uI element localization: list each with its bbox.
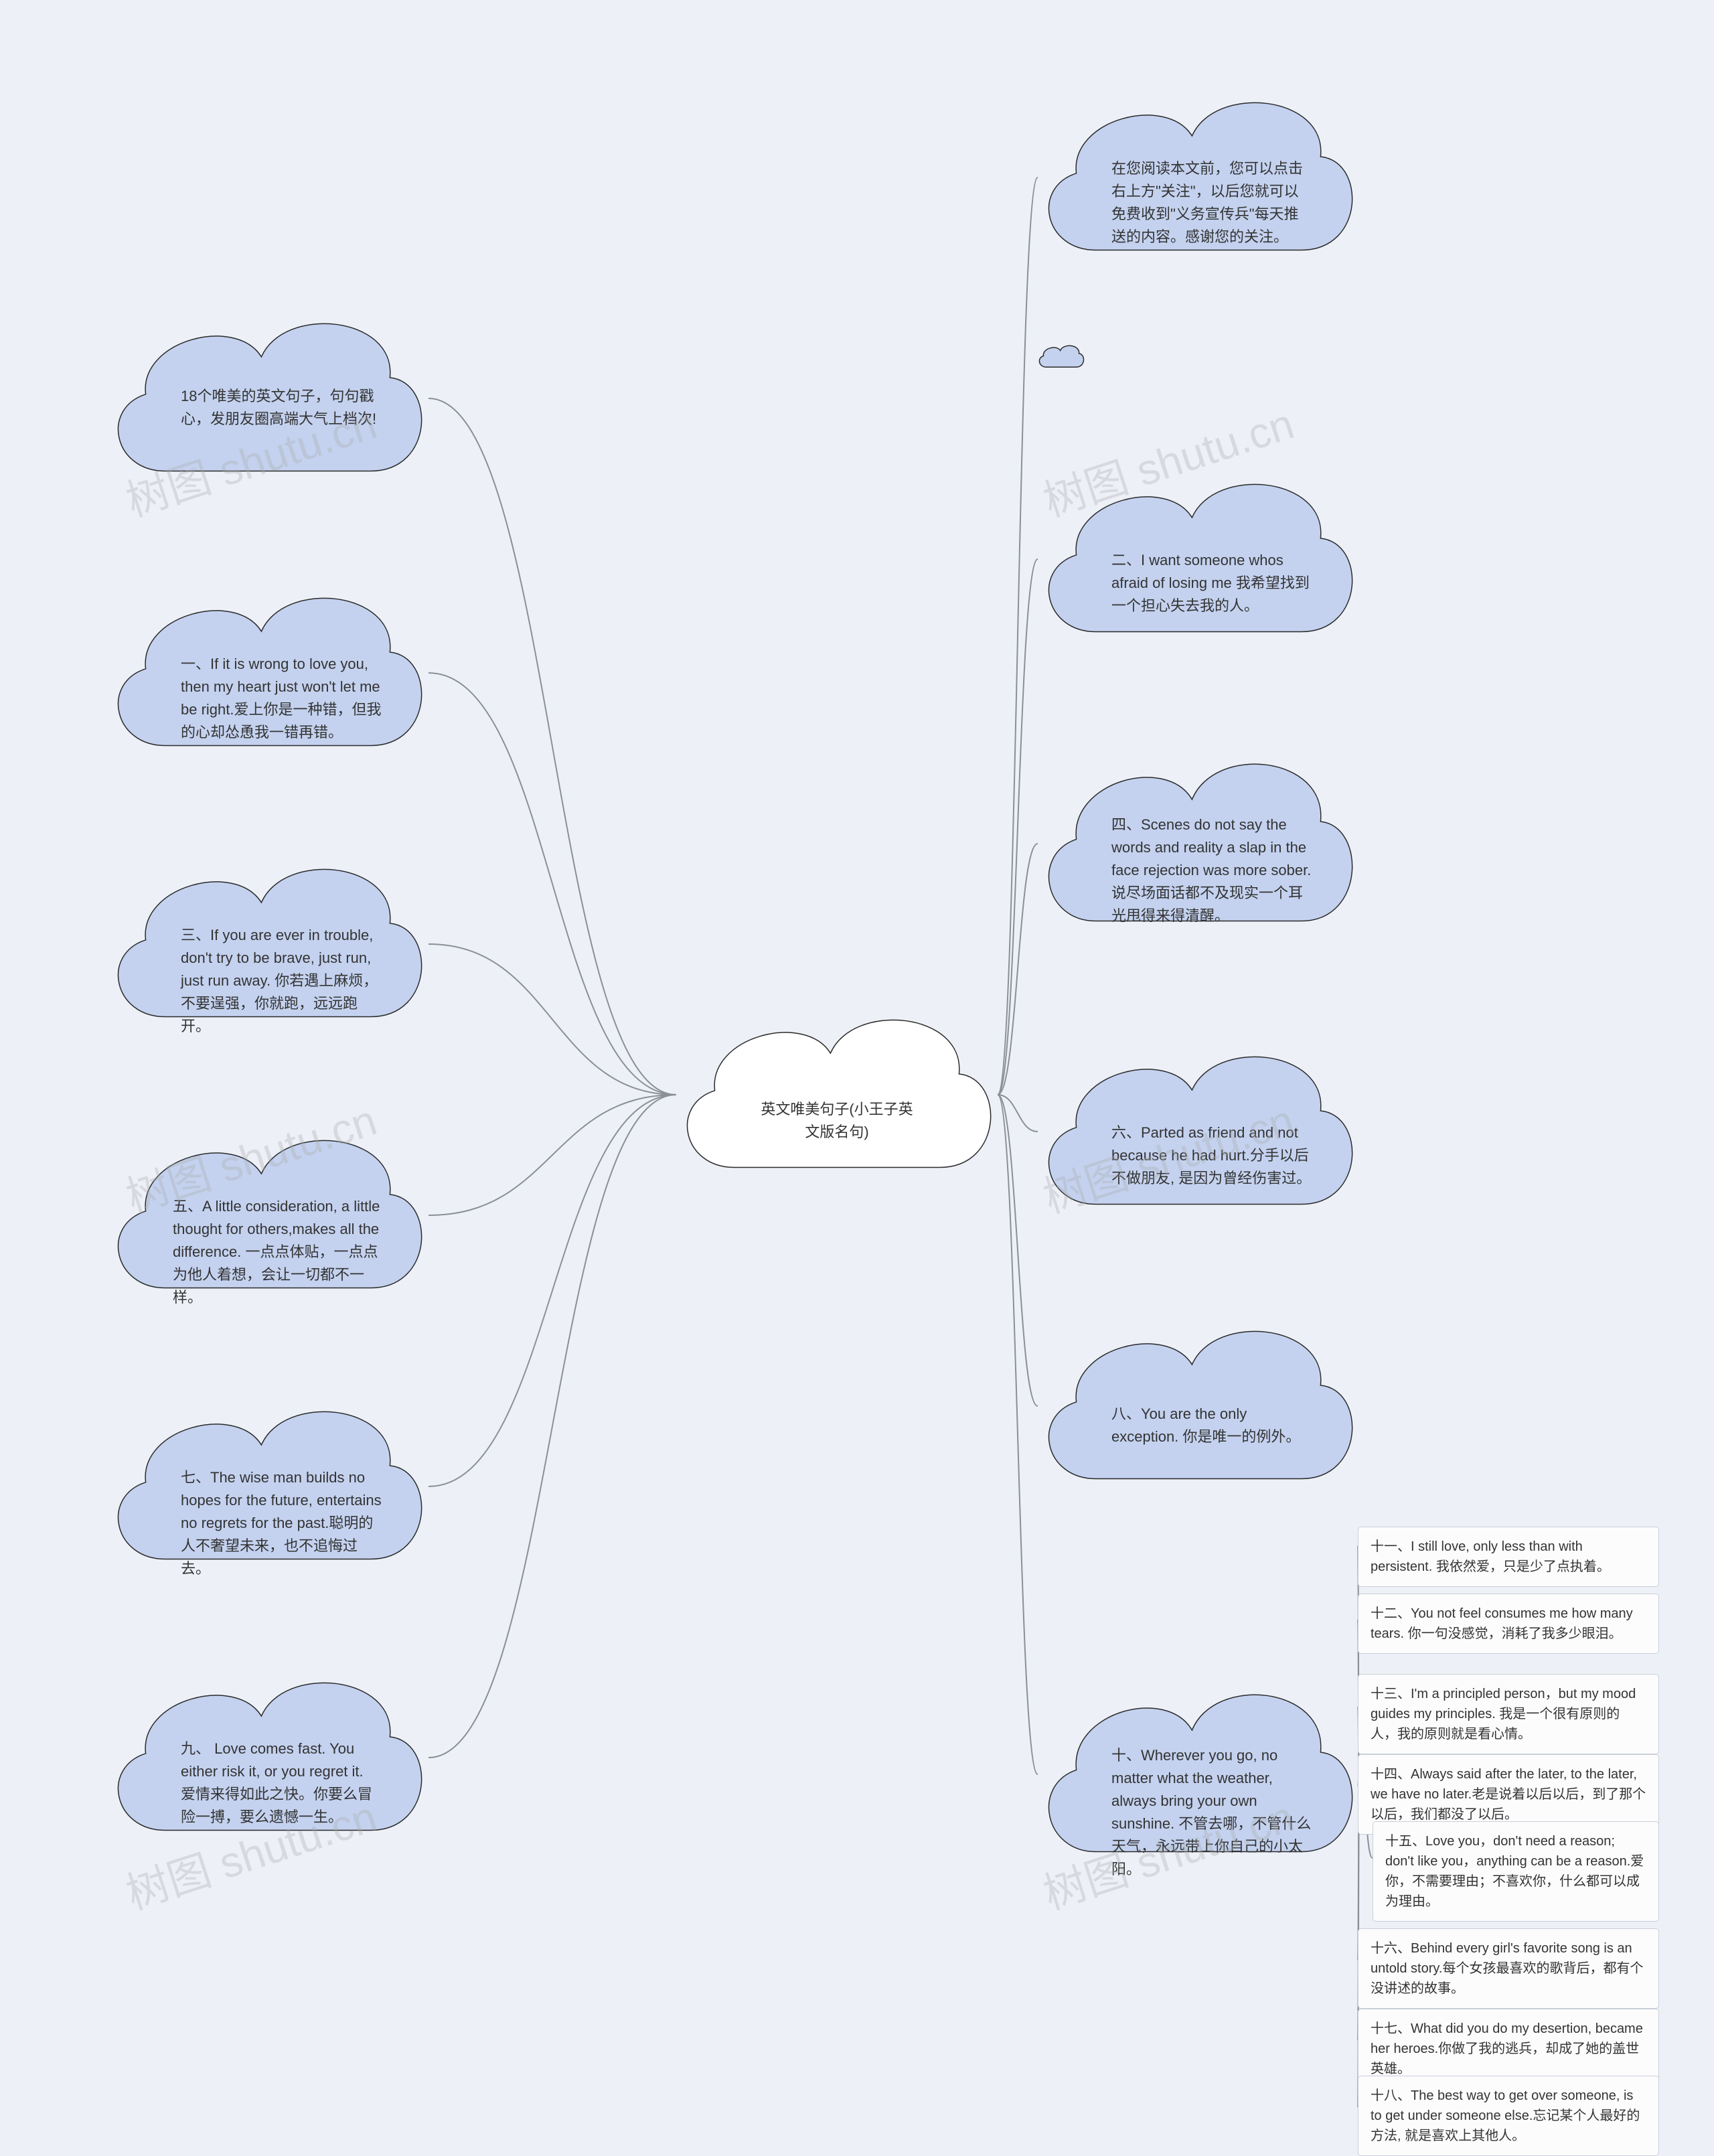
box-node-0: 十一、I still love, only less than with per… <box>1358 1527 1659 1587</box>
left-node-5 <box>107 1654 428 1861</box>
box-node-4: 十五、Love you，don't need a reason; don't l… <box>1373 1821 1659 1922</box>
right-node-2 <box>1038 733 1359 954</box>
left-node-3 <box>107 1111 428 1319</box>
right-node-0 <box>1038 74 1359 281</box>
box-node-2: 十三、I'm a principled person，but my mood g… <box>1358 1674 1659 1754</box>
box-node-5: 十六、Behind every girl's favorite song is … <box>1358 1928 1659 2009</box>
left-node-1 <box>107 569 428 777</box>
right-node-5 <box>1038 1664 1359 1885</box>
left-node-2 <box>107 840 428 1048</box>
left-node-0 <box>107 295 428 502</box>
box-node-7: 十八、The best way to get over someone, is … <box>1358 2076 1659 2156</box>
right-node-3 <box>1038 1028 1359 1235</box>
box-node-1: 十二、You not feel consumes me how many tea… <box>1358 1594 1659 1654</box>
right-node-4 <box>1038 1302 1359 1510</box>
left-node-4 <box>107 1383 428 1590</box>
right-node-1 <box>1038 455 1359 663</box>
small-cloud-icon <box>1038 341 1085 372</box>
center-node <box>676 991 998 1199</box>
